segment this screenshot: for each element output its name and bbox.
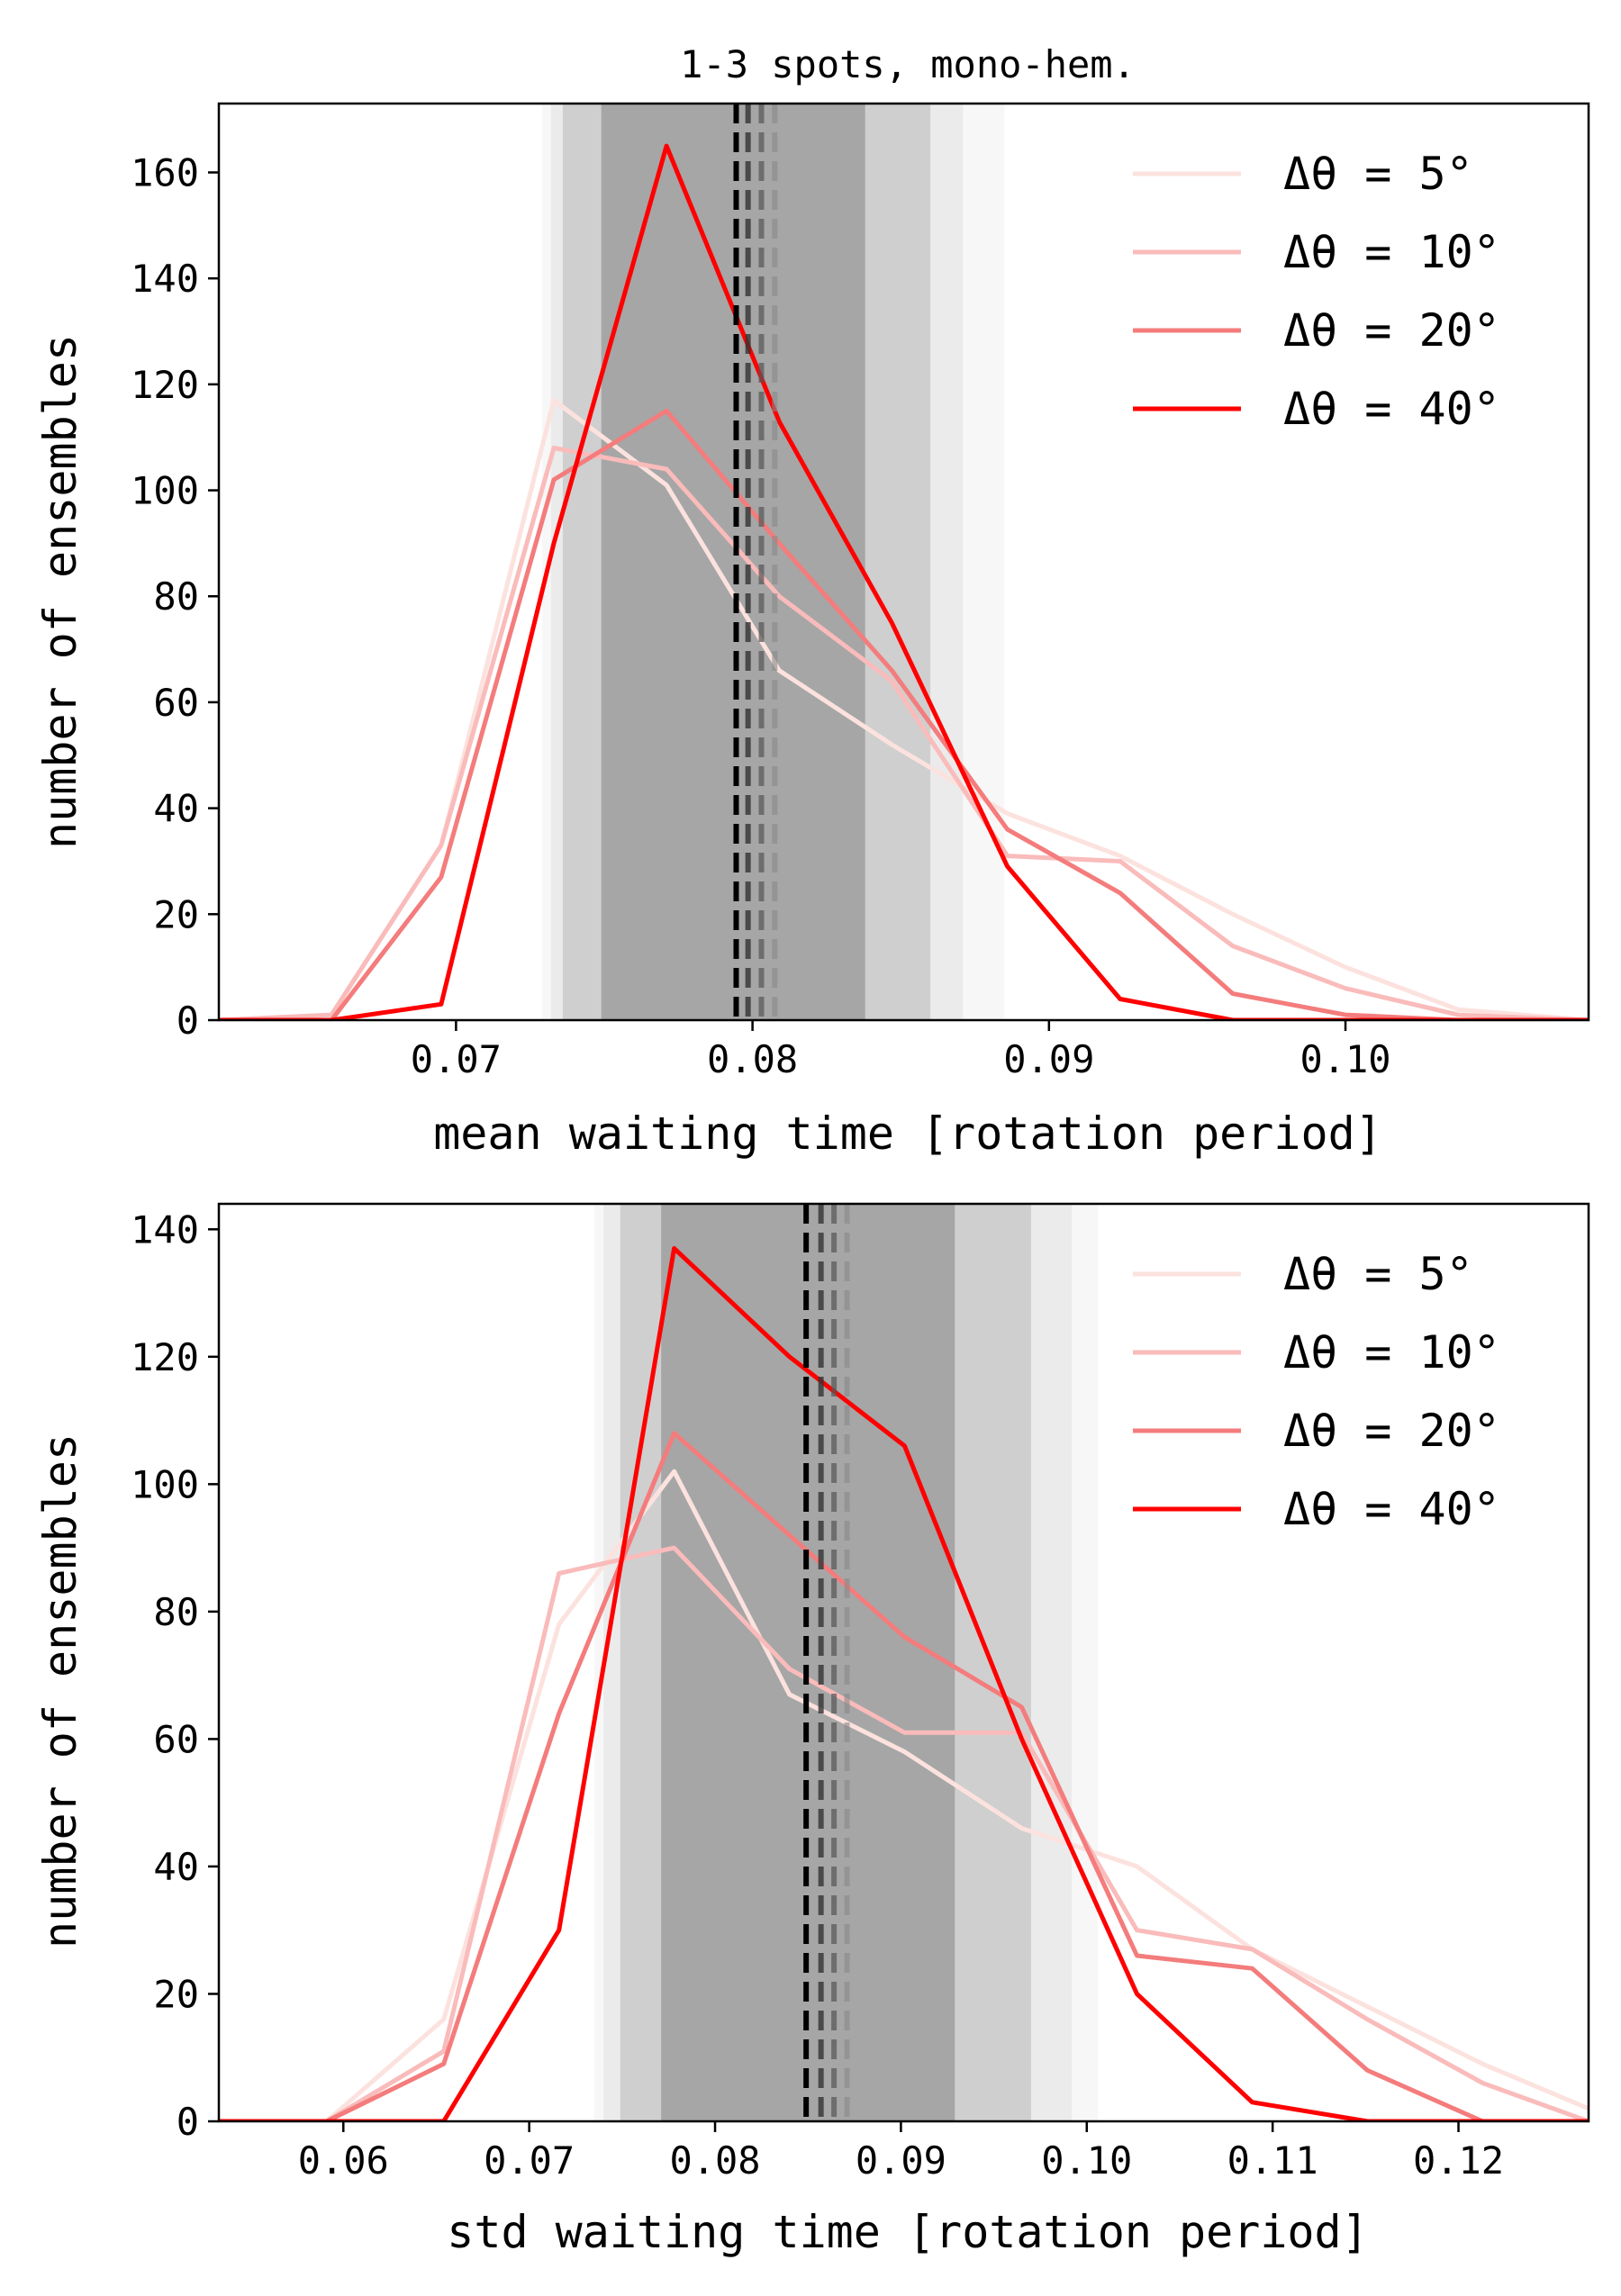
x-tick-label: 0.08 <box>669 2138 760 2183</box>
legend: Δθ = 5° Δθ = 10° Δθ = 20° Δθ = 40° <box>1133 1248 1500 1535</box>
series-line <box>219 143 1589 1020</box>
series-line <box>219 1431 1589 2121</box>
y-tick-label: 80 <box>153 1590 199 1634</box>
series-line <box>219 1469 1589 2121</box>
y-tick-label: 80 <box>153 574 199 619</box>
legend-label: Δθ = 20° <box>1283 1405 1500 1457</box>
y-tick-label: 40 <box>153 787 199 831</box>
x-tick-label: 0.09 <box>1003 1037 1094 1081</box>
x-tick-label: 0.10 <box>1041 2138 1132 2183</box>
legend-label: Δθ = 20° <box>1283 304 1500 357</box>
axes-frame <box>217 102 1590 1022</box>
axes-frame <box>217 1202 1590 2123</box>
legend-label: Δθ = 40° <box>1283 1483 1500 1535</box>
x-tick-label: 0.10 <box>1300 1037 1390 1081</box>
legend-label: Δθ = 10° <box>1283 1326 1500 1379</box>
legend: Δθ = 5° Δθ = 10° Δθ = 20° Δθ = 40° <box>1133 148 1500 435</box>
legend-label: Δθ = 5° <box>1283 148 1473 200</box>
x-tick-label: 0.12 <box>1413 2138 1504 2183</box>
x-axis-label: std waiting time [rotation period] <box>447 2206 1369 2258</box>
legend-label: Δθ = 40° <box>1283 383 1500 435</box>
y-tick-label: 0 <box>177 2100 199 2144</box>
plot-area-std: 0.06 0.07 0.08 0.09 0.10 0.11 0.12 0 20 40 60 80 100… <box>131 1202 1590 2183</box>
panel-mean: 1-3 spots, mono-hem. 0.07 0.08 0.09 0.10 0 20… <box>34 42 1590 1160</box>
y-axis-label: number of ensembles <box>34 334 86 849</box>
y-tick-label: 120 <box>131 363 199 407</box>
y-tick-label: 60 <box>153 1717 199 1761</box>
y-tick-label: 140 <box>131 1207 199 1252</box>
x-axis-label: mean waiting time [rotation period] <box>433 1107 1382 1160</box>
legend-label: Δθ = 10° <box>1283 226 1500 278</box>
chart-title: 1-3 spots, mono-hem. <box>680 42 1136 86</box>
y-tick-label: 140 <box>131 257 199 301</box>
interval-band <box>601 104 865 1020</box>
x-tick-label: 0.08 <box>707 1037 798 1081</box>
y-axis-label: number of ensembles <box>34 1433 86 1948</box>
panel-std: 0.06 0.07 0.08 0.09 0.10 0.11 0.12 0 20 40 60 80 100… <box>34 1202 1590 2258</box>
plot-area-mean: 0.07 0.08 0.09 0.10 0 20 40 60 80 100 120 140 160 Δθ … <box>131 102 1590 1081</box>
series-line <box>219 1545 1589 2121</box>
y-tick-label: 20 <box>153 1972 199 2016</box>
y-tick-label: 120 <box>131 1335 199 1379</box>
x-tick-label: 0.11 <box>1227 2138 1318 2183</box>
x-tick-label: 0.07 <box>411 1037 502 1081</box>
x-tick-label: 0.09 <box>856 2138 946 2183</box>
y-tick-label: 20 <box>153 892 199 936</box>
y-tick-label: 60 <box>153 681 199 725</box>
y-tick-label: 160 <box>131 150 199 194</box>
series-line <box>219 446 1589 1020</box>
series-line <box>219 408 1589 1020</box>
y-tick-label: 100 <box>131 469 199 513</box>
series-line <box>219 1246 1589 2121</box>
x-tick-label: 0.06 <box>298 2138 389 2183</box>
y-tick-label: 40 <box>153 1845 199 1889</box>
y-tick-label: 100 <box>131 1462 199 1506</box>
y-tick-label: 0 <box>177 999 199 1043</box>
legend-label: Δθ = 5° <box>1283 1248 1473 1300</box>
x-tick-label: 0.07 <box>484 2138 575 2183</box>
